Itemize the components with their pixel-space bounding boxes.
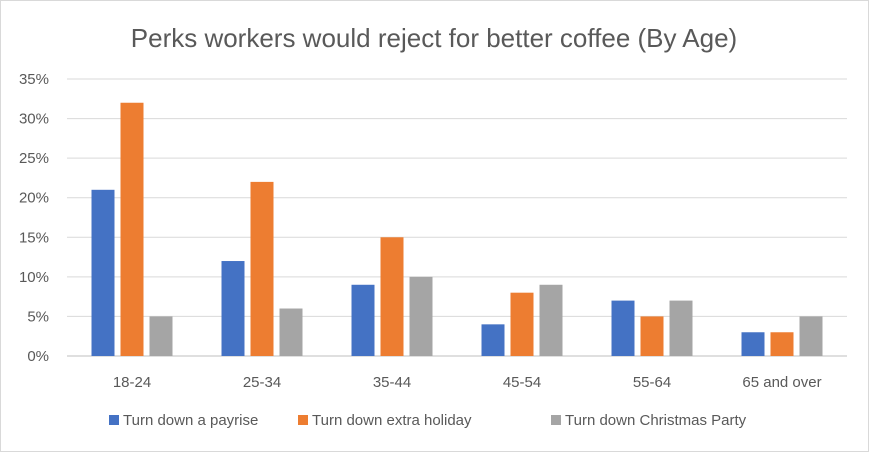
legend-swatch (298, 415, 308, 425)
bar-25-34-series-3 (279, 308, 303, 356)
y-tick-label: 0% (27, 348, 49, 365)
y-tick-label: 5% (27, 308, 49, 325)
bar-35-44-series-2 (380, 237, 404, 356)
x-tick-label: 45-54 (503, 374, 541, 391)
legend-swatch (551, 415, 561, 425)
bar-45-54-series-3 (539, 284, 563, 356)
bar-65-and-over-series-2 (770, 332, 794, 356)
legend: Turn down a payrise Turn down extra holid… (109, 412, 747, 429)
x-tick-label: 18-24 (113, 374, 151, 391)
y-tick-label: 30% (19, 111, 49, 128)
x-tick-label: 35-44 (373, 374, 411, 391)
bar-45-54-series-1 (481, 324, 505, 356)
y-tick-label: 10% (19, 269, 49, 286)
bar-55-64-series-1 (611, 300, 635, 356)
legend-swatch (109, 415, 119, 425)
x-tick-label: 55-64 (633, 374, 671, 391)
chart-title: Perks workers would reject for better co… (131, 23, 737, 53)
bar-65-and-over-series-1 (741, 332, 765, 356)
legend-label: Turn down extra holiday (312, 412, 472, 429)
bar-55-64-series-3 (669, 300, 693, 356)
bar-45-54-series-2 (510, 292, 534, 356)
bar-18-24-series-3 (149, 316, 173, 356)
gridlines (67, 78, 847, 357)
y-tick-label: 20% (19, 190, 49, 207)
bar-18-24-series-2 (120, 102, 144, 356)
x-tick-label: 65 and over (742, 374, 821, 391)
y-tick-label: 35% (19, 71, 49, 88)
x-axis-ticks: 18-24 25-34 35-44 45-54 55-64 65 and over (113, 374, 822, 391)
bars (91, 102, 823, 356)
y-axis-ticks: 0% 5% 10% 15% 20% 25% 30% 35% (19, 71, 49, 365)
bar-35-44-series-3 (409, 276, 433, 356)
legend-label: Turn down Christmas Party (565, 412, 747, 429)
bar-35-44-series-1 (351, 284, 375, 356)
bar-25-34-series-2 (250, 181, 274, 356)
bar-18-24-series-1 (91, 189, 115, 356)
bar-55-64-series-2 (640, 316, 664, 356)
bar-65-and-over-series-3 (799, 316, 823, 356)
y-tick-label: 15% (19, 229, 49, 246)
bar-25-34-series-1 (221, 261, 245, 356)
x-tick-label: 25-34 (243, 374, 281, 391)
legend-label: Turn down a payrise (123, 412, 258, 429)
y-tick-label: 25% (19, 150, 49, 167)
